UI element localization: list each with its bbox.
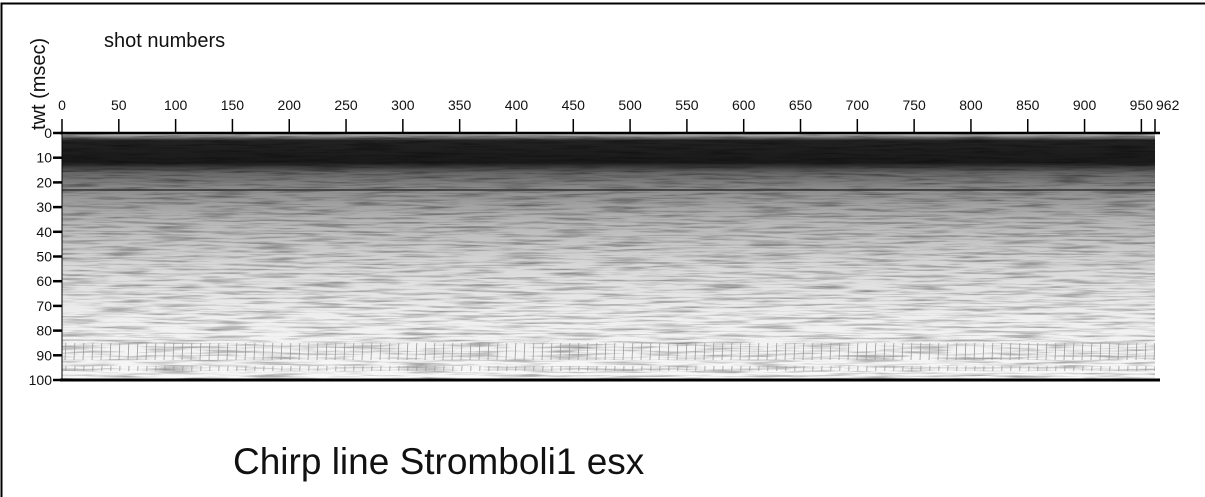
x-tick-label: 600: [732, 97, 756, 113]
y-tick-label: 80: [36, 323, 52, 339]
x-tick-label: 900: [1073, 97, 1097, 113]
trace-ticks: [62, 343, 1155, 371]
x-tick-label: 300: [391, 97, 415, 113]
x-tick-label: 400: [505, 97, 529, 113]
y-tick-label: 10: [36, 150, 52, 166]
x-tick-label: 350: [448, 97, 472, 113]
y-tick-label: 90: [36, 347, 52, 363]
y-tick-label: 40: [36, 224, 52, 240]
x-tick-label: 500: [618, 97, 642, 113]
x-tick-label: 100: [164, 97, 188, 113]
x-tick-label: 750: [902, 97, 926, 113]
y-axis-label: twt (msec): [28, 38, 50, 130]
x-tick-label: 950: [1130, 97, 1154, 113]
amplitude-noise: [62, 133, 1155, 380]
seismic-section: [62, 133, 1155, 380]
x-tick-label: 800: [959, 97, 983, 113]
x-tick-label: 650: [789, 97, 813, 113]
x-tick-label: 250: [334, 97, 358, 113]
x-tick-label: 150: [221, 97, 245, 113]
x-tick-label: 0: [58, 97, 66, 113]
chart-title: Chirp line Stromboli1 esx: [233, 441, 645, 482]
x-tick-label: 200: [278, 97, 302, 113]
y-tick-label: 30: [36, 199, 52, 215]
x-tick-label: 700: [846, 97, 870, 113]
x-tick-label: 450: [562, 97, 586, 113]
y-tick-label: 20: [36, 174, 52, 190]
y-tick-label: 60: [36, 273, 52, 289]
y-tick-label: 0: [44, 125, 52, 141]
x-tick-label: 550: [675, 97, 699, 113]
y-tick-label: 50: [36, 249, 52, 265]
x-tick-label: 962: [1156, 97, 1180, 113]
x-axis-label: shot numbers: [104, 30, 225, 52]
y-tick-label: 100: [29, 372, 53, 388]
x-tick-label: 850: [1016, 97, 1040, 113]
y-tick-label: 70: [36, 298, 52, 314]
x-tick-label: 50: [111, 97, 127, 113]
